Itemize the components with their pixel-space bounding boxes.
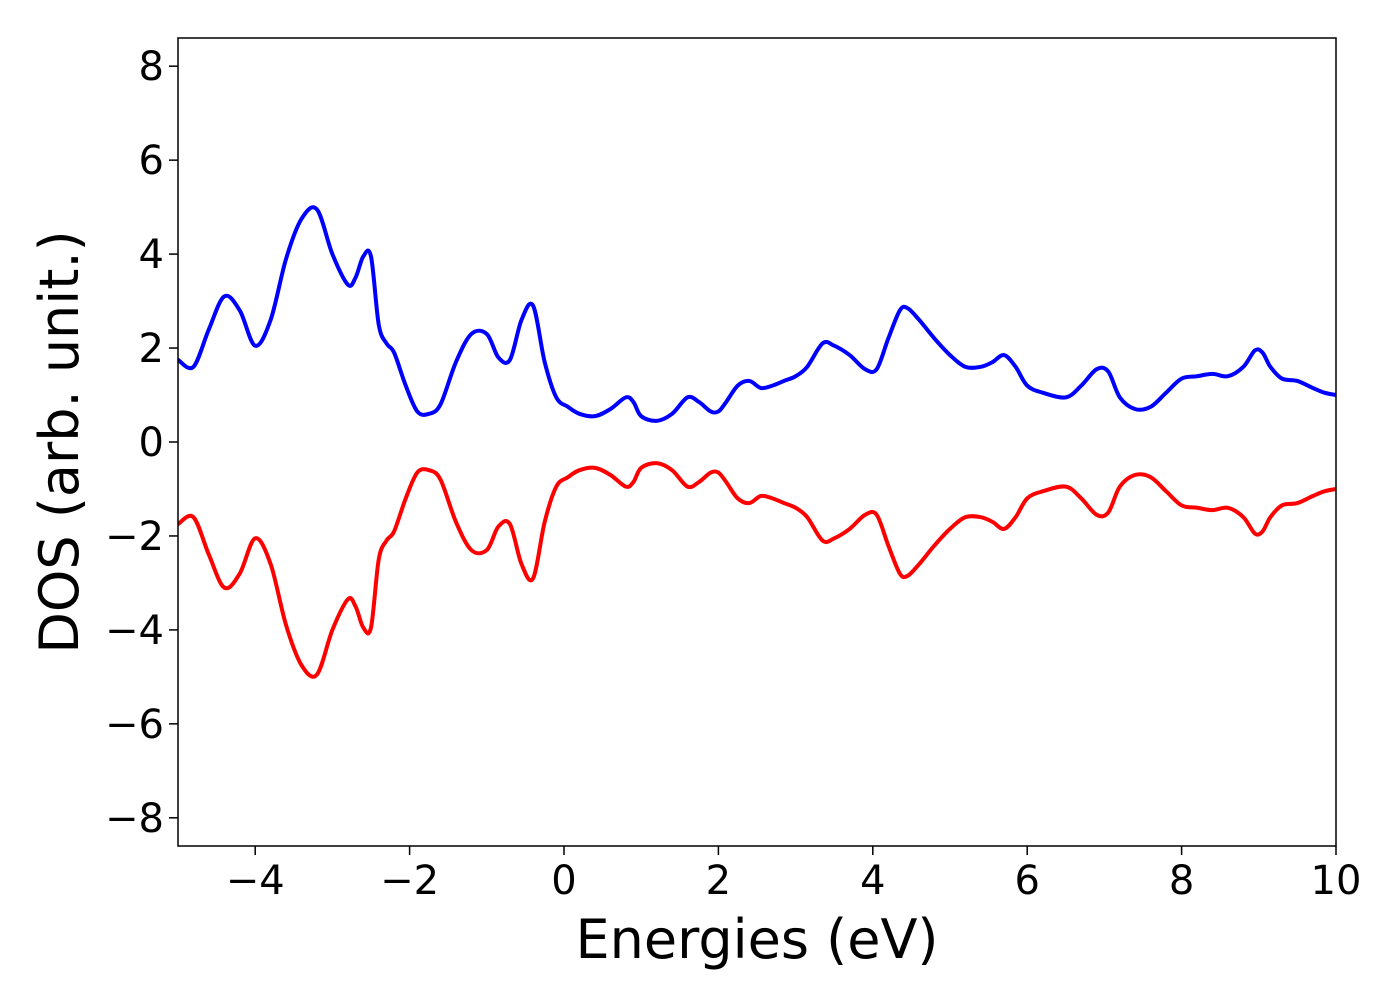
y-tick-label: 8 xyxy=(139,44,164,90)
x-tick-label: 10 xyxy=(1311,858,1362,904)
series-line-lower xyxy=(178,461,1336,679)
x-axis-label: Energies (eV) xyxy=(576,908,939,971)
x-tick-label: −4 xyxy=(226,858,285,904)
x-tick-label: 0 xyxy=(551,858,576,904)
y-tick-label: −6 xyxy=(105,702,164,748)
y-tick-label: 2 xyxy=(139,326,164,372)
x-axis-ticks: −4 −2 0 2 4 6 8 10 xyxy=(226,846,1362,904)
y-tick-label: −4 xyxy=(105,608,164,654)
series-layer xyxy=(178,205,1336,679)
x-tick-label: 6 xyxy=(1014,858,1039,904)
y-tick-label: 0 xyxy=(139,420,164,466)
y-axis-ticks: 8 6 4 2 0 −2 −4 −6 −8 xyxy=(105,44,178,842)
y-tick-label: 6 xyxy=(139,138,164,184)
plot-frame xyxy=(177,37,1337,847)
series-line-upper xyxy=(178,205,1336,423)
y-tick-label: −2 xyxy=(105,514,164,560)
x-tick-label: −2 xyxy=(380,858,439,904)
x-tick-label: 4 xyxy=(860,858,885,904)
x-tick-label: 8 xyxy=(1169,858,1194,904)
y-tick-label: 4 xyxy=(139,232,164,278)
y-tick-label: −8 xyxy=(105,796,164,842)
plot-area xyxy=(177,37,1337,847)
x-tick-label: 2 xyxy=(706,858,731,904)
y-axis-label: DOS (arb. unit.) xyxy=(28,230,91,653)
